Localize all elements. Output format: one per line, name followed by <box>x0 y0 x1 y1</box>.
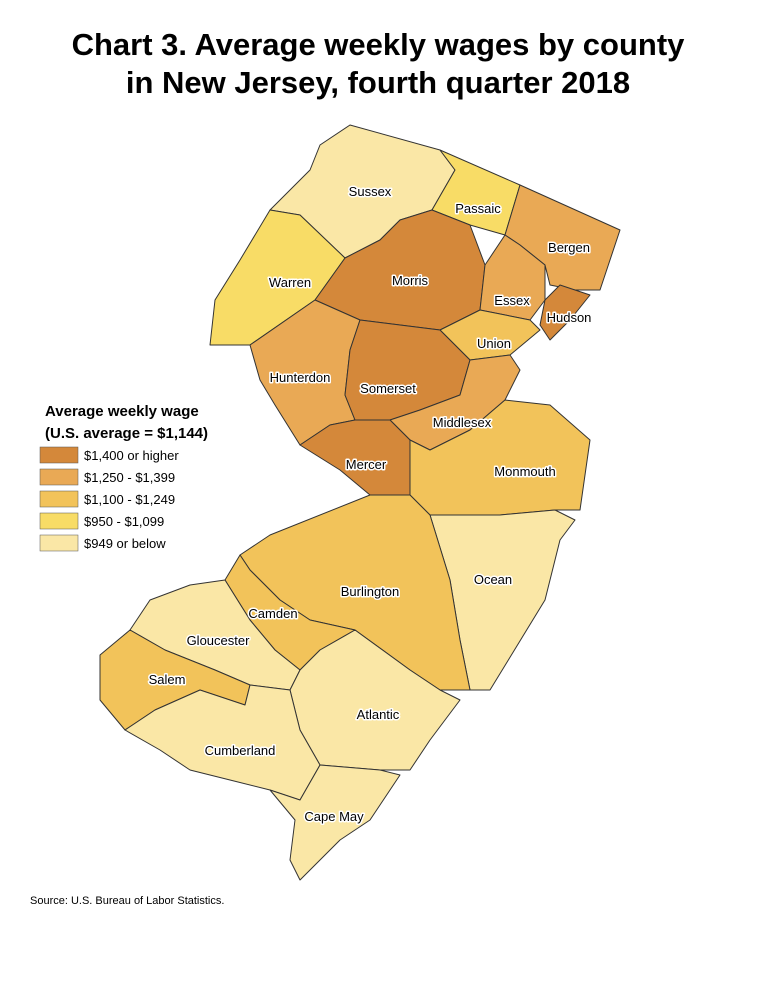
title-line: in New Jersey, fourth quarter 2018 <box>126 65 630 100</box>
county-label: Somerset <box>360 381 416 396</box>
legend-swatch <box>39 490 79 508</box>
county-label: Atlantic <box>357 707 400 722</box>
county-label: Monmouth <box>494 464 555 479</box>
legend-swatch <box>39 468 79 486</box>
county-label: Middlesex <box>433 415 492 430</box>
legend-label: $1,400 or higher <box>84 448 179 463</box>
county-label: Mercer <box>346 457 387 472</box>
legend-label: $1,100 - $1,249 <box>84 492 175 507</box>
county-label: Cape May <box>304 809 364 824</box>
legend-label: $949 or below <box>84 536 166 551</box>
county-shape <box>539 284 591 341</box>
county-label: Morris <box>392 273 429 288</box>
county-label: Bergen <box>548 240 590 255</box>
county-label: Cumberland <box>205 743 276 758</box>
source-note: Source: U.S. Bureau of Labor Statistics. <box>30 895 224 907</box>
county-label: Gloucester <box>187 633 251 648</box>
county-label: Burlington <box>341 584 400 599</box>
county-label: Essex <box>494 293 530 308</box>
legend-label: $950 - $1,099 <box>84 514 164 529</box>
county-label: Warren <box>269 275 311 290</box>
legend-swatch <box>39 512 79 530</box>
legend-title: (U.S. average = $1,144) <box>45 425 208 442</box>
legend-title: Average weekly wage <box>45 403 199 420</box>
county-labels: Sussex Passaic Bergen Warren Morris Esse… <box>147 183 593 826</box>
county-shapes <box>99 124 621 881</box>
county-label: Passaic <box>455 201 501 216</box>
county-label: Camden <box>248 606 297 621</box>
county-label: Union <box>477 336 511 351</box>
county-label: Hudson <box>547 310 592 325</box>
title-line: Chart 3. Average weekly wages by county <box>72 27 686 62</box>
county-label: Salem <box>149 672 186 687</box>
legend-label: $1,250 - $1,399 <box>84 470 175 485</box>
county-shape <box>269 764 401 881</box>
county-label: Hunterdon <box>270 370 331 385</box>
legend-swatch <box>39 534 79 552</box>
county-label: Ocean <box>474 572 512 587</box>
legend-swatch <box>39 446 79 464</box>
legend: Average weekly wage (U.S. average = $1,1… <box>39 403 208 552</box>
county-label: Sussex <box>349 184 392 199</box>
